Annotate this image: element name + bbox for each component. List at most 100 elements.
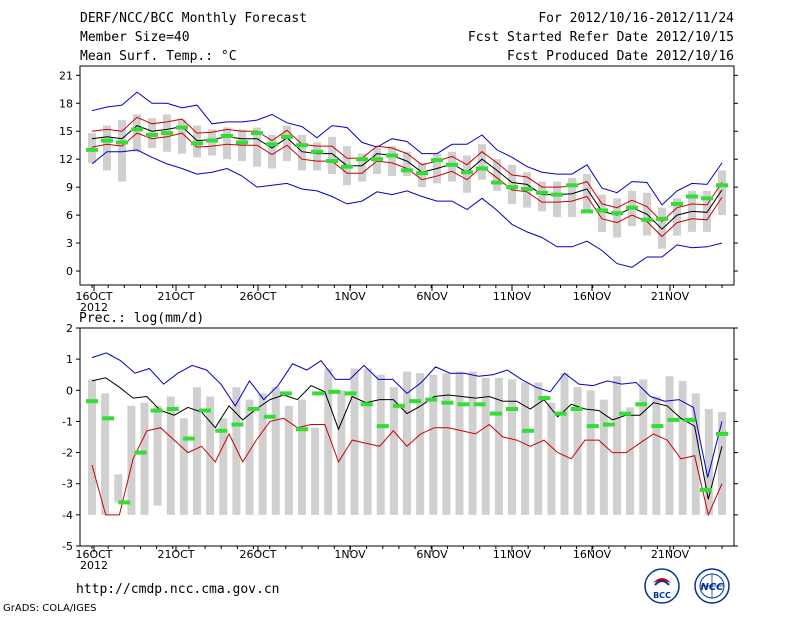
spread-box [573, 387, 582, 515]
observation-marker [611, 211, 623, 216]
spread-box [166, 396, 175, 515]
spread-box [468, 371, 477, 515]
spread-box [442, 373, 451, 515]
observation-marker [161, 131, 173, 136]
spread-box [678, 380, 687, 515]
produced-date: Fcst Produced Date 2012/10/16 [507, 49, 734, 64]
observation-marker [473, 402, 486, 407]
observation-marker [296, 427, 308, 432]
ensemble-max-line [91, 91, 723, 206]
observation-marker [651, 424, 664, 429]
observation-marker [266, 142, 278, 147]
spread-box [114, 474, 123, 503]
spread-box [553, 181, 561, 217]
y-tick-label: -1 [62, 415, 73, 428]
observation-marker [251, 131, 263, 136]
spread-box [127, 405, 136, 515]
observation-marker [699, 487, 712, 492]
spread-box [568, 177, 576, 217]
y-tick-label: -3 [62, 478, 73, 491]
observation-marker [231, 422, 244, 427]
ncc-logo: NCC [694, 568, 730, 604]
spread-box [718, 170, 726, 216]
observation-marker [392, 403, 405, 408]
spread-box [658, 207, 666, 249]
x-tick-label: 16NOV [573, 548, 612, 561]
observation-marker [131, 127, 143, 132]
spread-box [652, 396, 661, 515]
observation-marker [626, 205, 638, 210]
observation-marker [431, 158, 443, 163]
spread-box [271, 387, 280, 515]
spread-box [481, 377, 490, 515]
spread-box [388, 146, 396, 176]
observation-marker [344, 391, 357, 396]
y-tick-label: 1 [66, 353, 73, 366]
member-size: Member Size=40 [80, 30, 190, 45]
forecast-period: For 2012/10/16-2012/11/24 [538, 11, 734, 26]
spread-box [363, 368, 372, 515]
x-tick-label: 1NOV [334, 548, 366, 561]
spread-box [223, 127, 231, 160]
spread-box [429, 374, 438, 515]
observation-marker [536, 190, 548, 195]
observation-marker [134, 450, 147, 455]
precip-panel: -5 -4 -3 -2 -1 0 1 2 16OCT 21OCT 26OCT 1NOV 6NOV 11NO… [62, 322, 738, 572]
observation-marker [683, 417, 696, 422]
x-tick-label: 16OCT [75, 290, 112, 303]
ensemble-mean-line [91, 377, 723, 500]
observation-marker [409, 399, 422, 404]
observation-marker [635, 402, 648, 407]
observation-marker [191, 141, 203, 146]
spread-box [493, 159, 501, 191]
observation-marker [441, 400, 454, 405]
observation-marker [102, 416, 115, 421]
y-tick-label: -2 [62, 447, 73, 460]
observation-marker [215, 428, 228, 433]
year-label: 2012 [80, 301, 108, 314]
spread-box [583, 174, 591, 210]
observation-marker [86, 147, 98, 152]
observation-marker [489, 411, 502, 416]
ensemble-p75-line [91, 116, 723, 223]
x-tick-label: 11NOV [493, 290, 532, 303]
observation-marker [116, 140, 128, 145]
y-tick-label: 2 [66, 322, 73, 335]
spread-box [219, 418, 228, 515]
observation-marker [279, 391, 292, 396]
observation-marker [554, 411, 567, 416]
observation-marker [328, 389, 341, 394]
observation-marker [221, 133, 233, 138]
observation-marker [356, 157, 368, 162]
x-tick-label: 6NOV [416, 290, 448, 303]
x-tick-label: 21OCT [157, 290, 194, 303]
observation-marker [506, 406, 518, 411]
x-tick-label: 16OCT [75, 548, 112, 561]
spread-box [178, 120, 186, 154]
observation-marker [506, 185, 518, 190]
y-tick-label: 21 [59, 69, 73, 82]
spread-box [403, 151, 411, 176]
spread-box [599, 399, 608, 515]
website-url[interactable]: http://cmdp.ncc.cma.gov.cn [76, 582, 280, 597]
spread-box [598, 194, 606, 232]
spread-box [103, 125, 111, 171]
spread-box [665, 376, 674, 515]
x-tick-label: 11NOV [493, 548, 532, 561]
observation-marker [166, 406, 179, 411]
observation-marker [247, 406, 260, 411]
y-tick-label: 18 [59, 97, 73, 110]
bcc-logo: BCC [644, 568, 680, 604]
observation-marker [281, 134, 293, 139]
spread-box [703, 190, 711, 232]
observation-marker [206, 138, 218, 143]
observation-marker [551, 192, 563, 197]
observation-marker [182, 436, 195, 441]
observation-marker [401, 168, 413, 173]
spread-box [673, 198, 681, 236]
spread-box [416, 373, 425, 515]
spread-box [494, 377, 503, 515]
spread-box [626, 407, 635, 515]
observation-marker [236, 140, 248, 145]
